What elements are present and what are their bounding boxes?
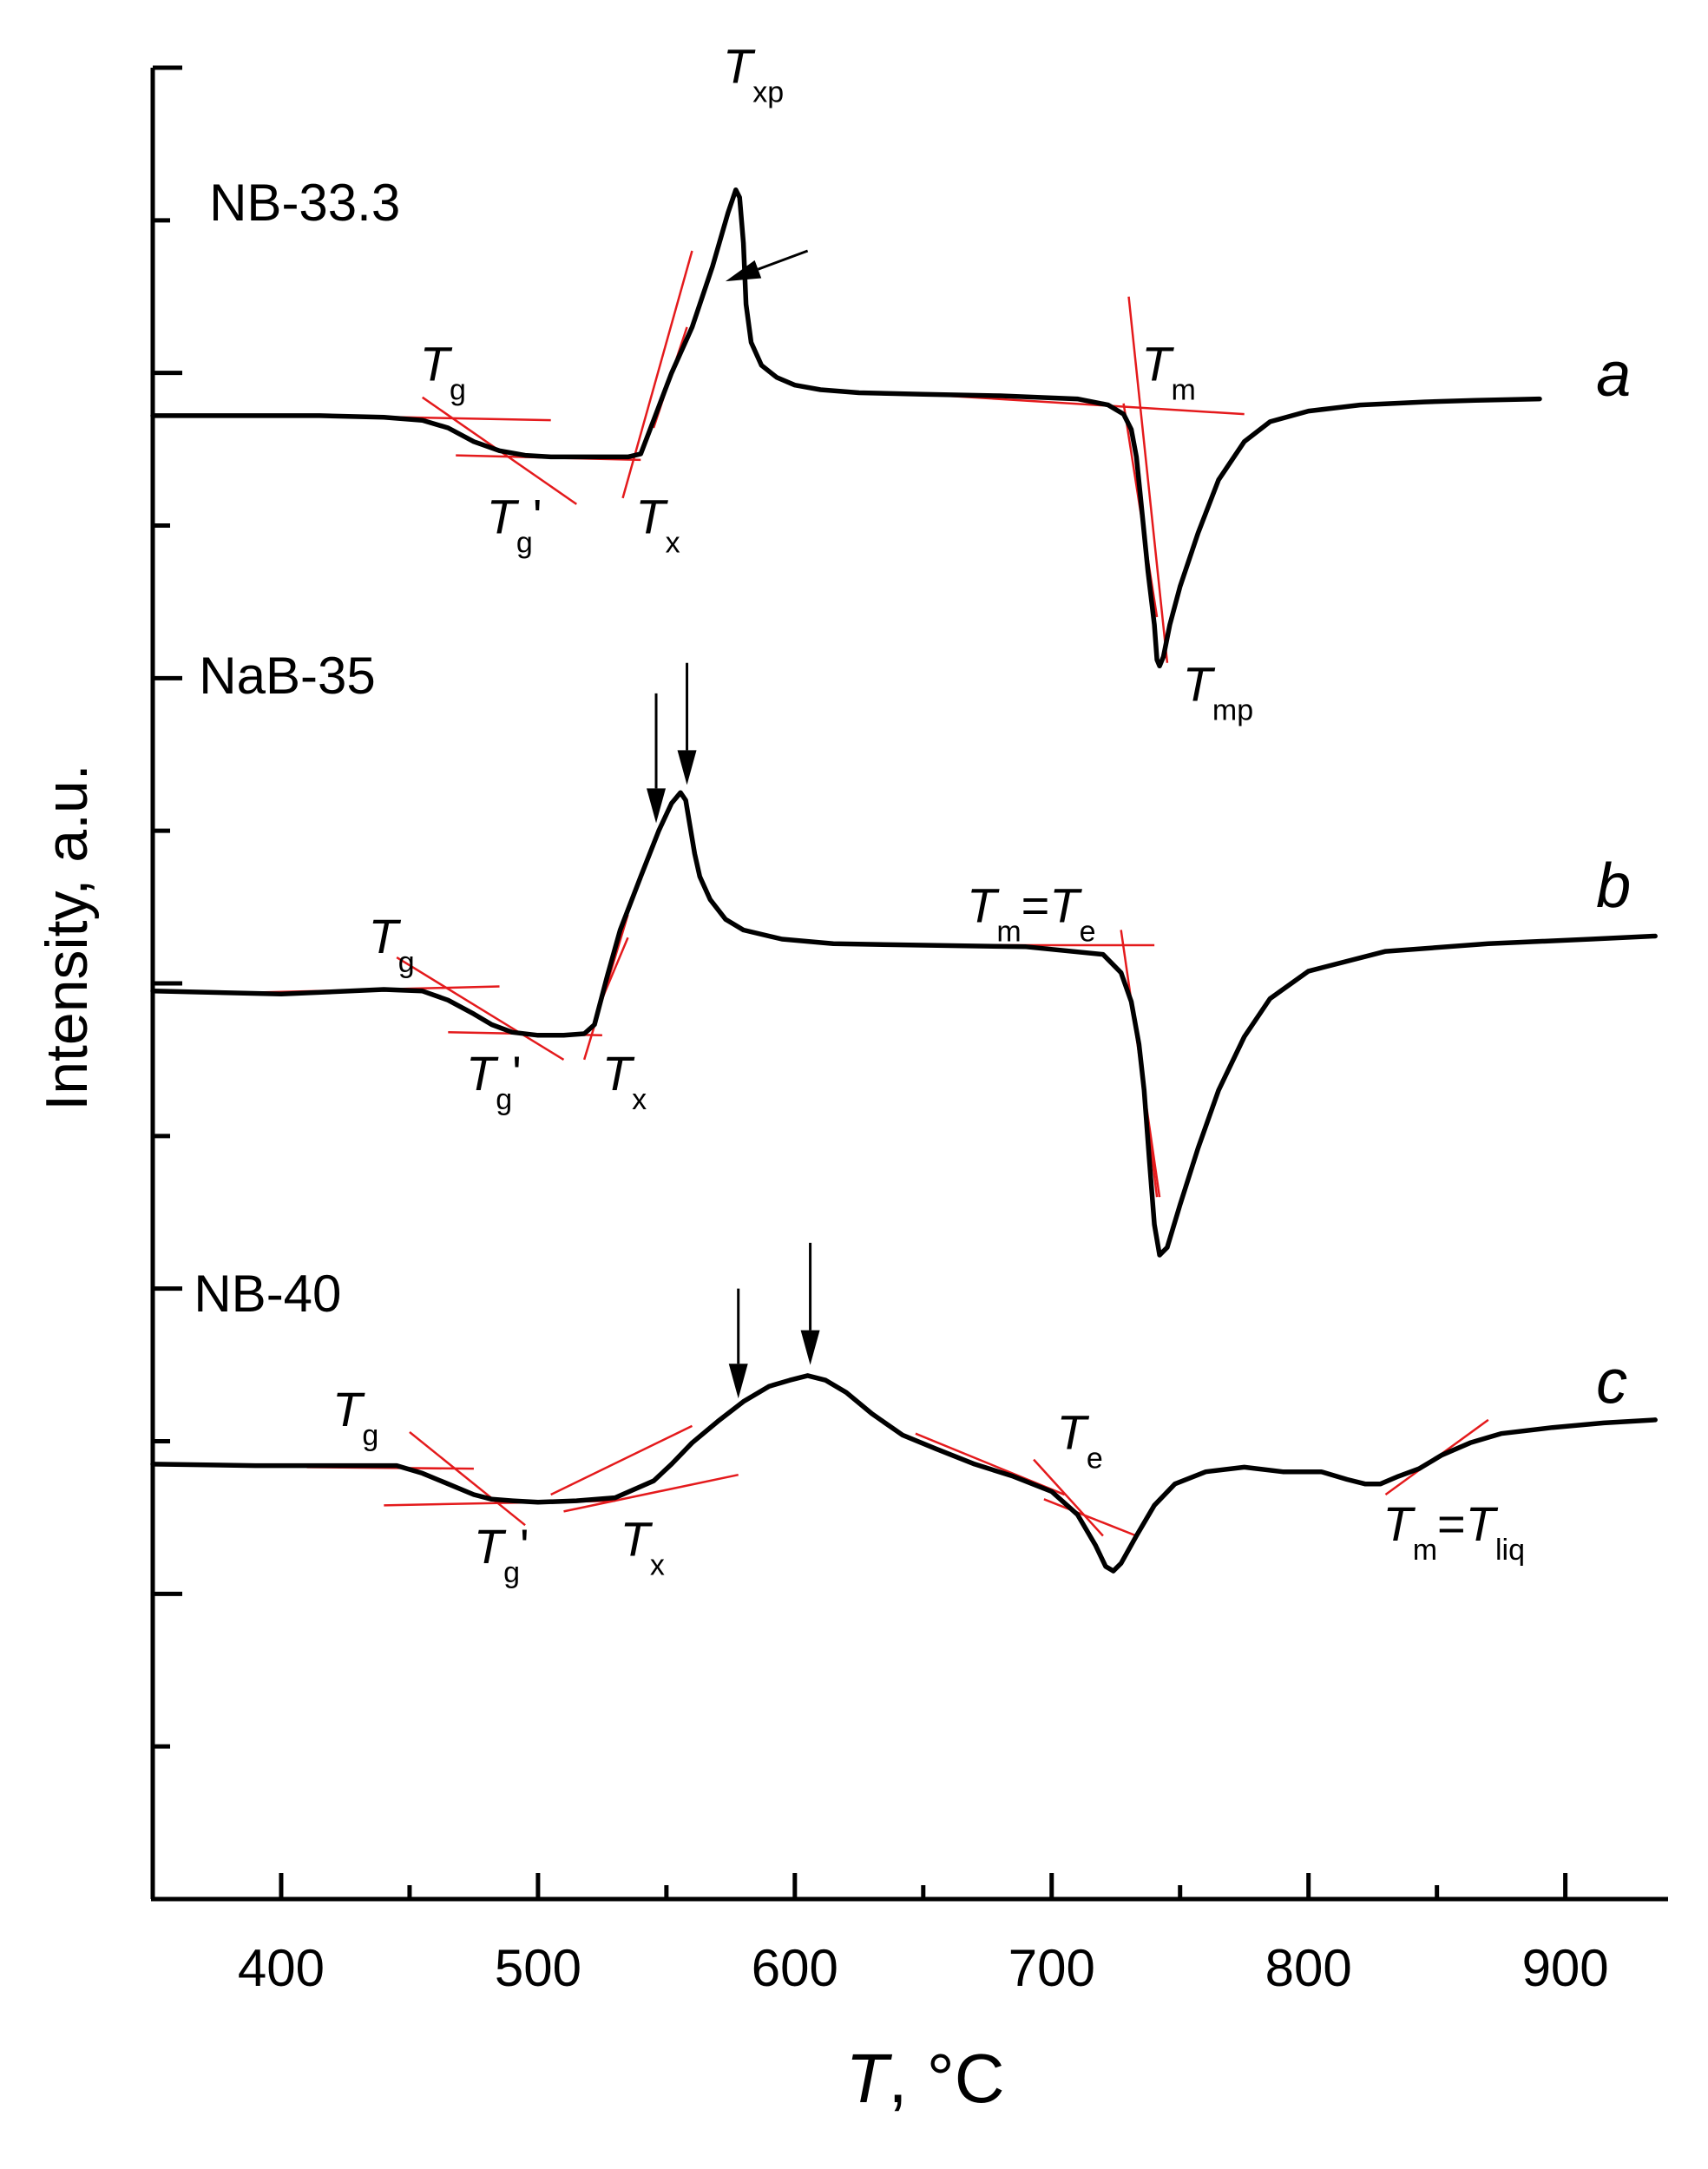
annotation-suffix: ' xyxy=(520,1519,529,1574)
annotation-label: Txp xyxy=(723,39,784,109)
annotation-symbol: T xyxy=(602,1046,635,1101)
annotation-subscript: x xyxy=(650,1548,665,1581)
x-axis-label-symbol: T xyxy=(845,2040,892,2117)
annotation-symbol: T xyxy=(1383,1496,1416,1551)
annotation-subscript: g xyxy=(516,526,533,559)
axes: 400 500 600 700 800 900 xyxy=(150,65,1668,1997)
annotation-symbol: T xyxy=(466,1046,499,1101)
arrow-head xyxy=(800,1330,820,1365)
annotation-label: Tg xyxy=(420,336,466,406)
annotation-subscript: g xyxy=(503,1556,520,1589)
annotation-subscript: xp xyxy=(752,76,784,109)
dsc-curve-b xyxy=(150,790,1658,1258)
tangent-line xyxy=(409,1430,526,1527)
annotation-subscript: mp xyxy=(1212,694,1253,727)
annotation-label: Te xyxy=(1057,1404,1103,1475)
tangent-line xyxy=(550,1424,693,1496)
x-tick-label: 400 xyxy=(238,1939,325,1997)
annotation-label: Tg' xyxy=(474,1519,529,1589)
annotation-label: Tg' xyxy=(466,1046,522,1116)
tangent-line xyxy=(563,1473,739,1513)
annotation-symbol: T xyxy=(621,1511,654,1566)
annotation-symbol: T xyxy=(723,39,756,94)
annotation-label: Tx xyxy=(635,489,680,559)
annotation-subscript: m xyxy=(1172,373,1196,406)
annotation-subscript: g xyxy=(450,373,466,406)
annotation-subscript: e xyxy=(1080,916,1096,949)
x-axis-label: T, °C xyxy=(845,2040,1004,2117)
curve-letters: a b c xyxy=(1596,340,1631,1417)
arrow-shaft xyxy=(757,249,809,271)
curve-letter: a xyxy=(1596,340,1631,410)
annotation-symbol: T xyxy=(420,336,453,391)
dsc-curve-c xyxy=(150,1373,1658,1574)
x-axis-label-unit: , °C xyxy=(888,2040,1004,2117)
peak-arrows xyxy=(647,249,820,1399)
annotation-subscript: g xyxy=(496,1083,512,1116)
annotation-label: Tx xyxy=(621,1511,665,1581)
annotation-suffix: = xyxy=(1437,1496,1466,1551)
dsc-curves xyxy=(150,187,1658,1574)
x-tick-label: 900 xyxy=(1522,1939,1609,1997)
annotation-subscript: g xyxy=(398,946,415,979)
annotation-suffix: ' xyxy=(512,1046,522,1101)
annotation-suffix: ' xyxy=(533,489,542,543)
annotation-subscript: g xyxy=(362,1419,378,1452)
annotation-symbol: T xyxy=(1466,1496,1499,1551)
tangent-line xyxy=(621,250,693,499)
curve-letter: c xyxy=(1596,1348,1627,1417)
x-tick-label: 600 xyxy=(752,1939,838,1997)
annotation-symbol: T xyxy=(1057,1404,1090,1459)
annotation-subscript: x xyxy=(666,526,680,559)
annotation-label: Tg xyxy=(369,909,415,979)
annotation-label: Tm=Te xyxy=(967,878,1095,949)
tangent-line xyxy=(601,937,629,1000)
annotation-subscript: x xyxy=(632,1083,647,1116)
annotation-symbol: T xyxy=(369,909,402,963)
annotation-symbol: T xyxy=(1049,878,1082,933)
sample-labels: NB-33.3 NaB-35 NB-40 xyxy=(194,174,400,1323)
annotation-label: Tx xyxy=(602,1046,647,1116)
annotation-label: Tg' xyxy=(487,489,542,559)
annotation-symbol: T xyxy=(635,489,668,543)
annotation-symbol: T xyxy=(967,878,1000,933)
tangent-line xyxy=(1033,1458,1104,1537)
y-axis-label: Intensity, a.u. xyxy=(34,764,100,1110)
annotation-subscript: e xyxy=(1087,1442,1103,1475)
arrow-head xyxy=(677,750,697,785)
tangent-line xyxy=(1043,1498,1137,1537)
x-tick-label: 500 xyxy=(495,1939,581,1997)
x-axis-tick-labels: 400 500 600 700 800 900 xyxy=(238,1939,1609,1997)
annotation-subscript: liq xyxy=(1495,1534,1525,1567)
annotation-label: Tm=Tliq xyxy=(1383,1496,1526,1567)
y-axis-ticks xyxy=(153,65,182,1749)
annotation-symbol: T xyxy=(487,489,520,543)
annotation-symbol: T xyxy=(1183,657,1216,712)
tangent-lines xyxy=(255,250,1489,1537)
annotation-label: Tmp xyxy=(1183,657,1253,727)
annotation-label: Tg xyxy=(332,1382,378,1452)
tangent-line xyxy=(1127,296,1169,663)
x-tick-label: 800 xyxy=(1265,1939,1352,1997)
annotation-subscript: m xyxy=(996,916,1021,949)
annotation-symbol: T xyxy=(1141,336,1174,391)
sample-label: NB-40 xyxy=(194,1265,341,1323)
arrow-head xyxy=(728,1364,748,1399)
annotation-subscript: m xyxy=(1413,1534,1437,1567)
curve-letter: b xyxy=(1596,851,1631,921)
x-axis-ticks xyxy=(150,1873,1568,1899)
dsc-curve-a xyxy=(150,187,1542,669)
annotation-symbol: T xyxy=(474,1519,507,1574)
sample-label: NaB-35 xyxy=(199,647,375,705)
arrow-head xyxy=(725,260,762,282)
arrow-head xyxy=(647,788,667,824)
tangent-line xyxy=(396,956,565,1061)
annotation-label: Tm xyxy=(1141,336,1196,406)
sample-label: NB-33.3 xyxy=(209,174,400,232)
x-tick-label: 700 xyxy=(1008,1939,1095,1997)
annotation-symbol: T xyxy=(332,1382,365,1436)
annotation-suffix: = xyxy=(1022,878,1050,933)
